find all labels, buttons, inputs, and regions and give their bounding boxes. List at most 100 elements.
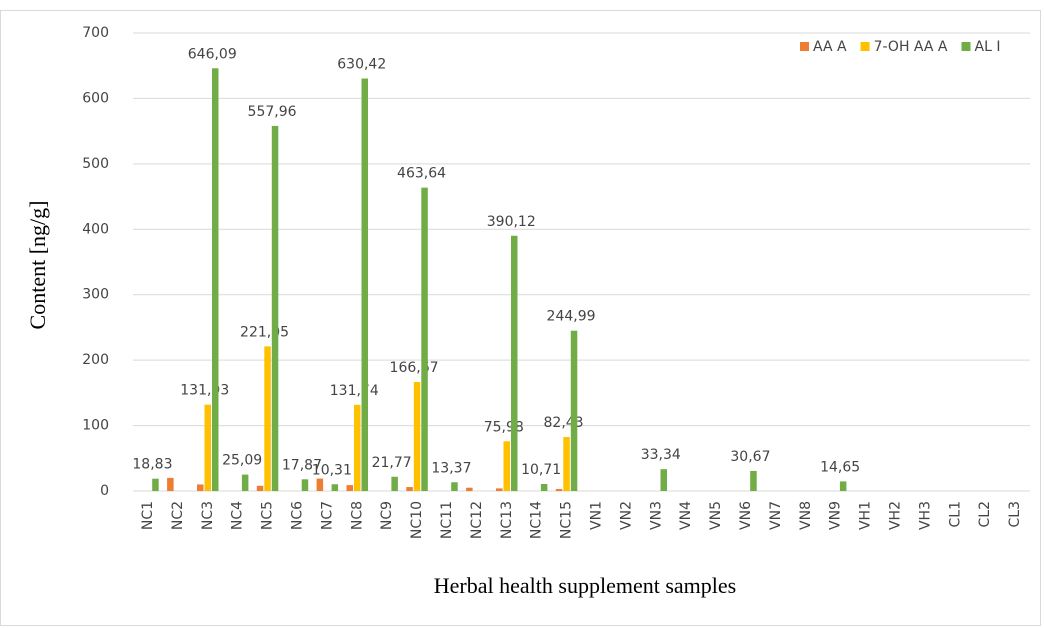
bar (421, 187, 428, 491)
y-axis-title: Content [ng/g] (25, 201, 50, 330)
y-tick-label: 500 (82, 156, 109, 172)
x-tick-label: NC1 (140, 501, 156, 530)
x-tick-label: NC15 (559, 501, 575, 539)
bar (503, 441, 510, 491)
bar (413, 381, 421, 491)
bar (540, 483, 548, 491)
data-label: 557,96 (248, 104, 297, 120)
data-label: 13,37 (431, 460, 471, 476)
bar (346, 485, 353, 491)
x-tick-label: NC8 (349, 501, 365, 530)
x-tick-label: NC11 (439, 501, 455, 539)
x-tick-label: VN4 (678, 501, 694, 530)
bar (496, 488, 503, 491)
data-label: 10,31 (312, 462, 352, 478)
data-label: 131,74 (330, 383, 379, 399)
x-tick-label: NC13 (499, 501, 515, 539)
data-label: 17,87 (282, 457, 322, 473)
x-axis-title: Herbal health supplement samples (434, 573, 736, 598)
bar (839, 481, 847, 491)
bar (660, 469, 667, 491)
bar (466, 487, 473, 491)
data-label: 10,71 (521, 462, 561, 478)
bar (563, 437, 570, 491)
data-label: 221,05 (240, 324, 289, 340)
x-tick-label: NC6 (289, 501, 305, 530)
legend-label: 7-OH AA A (874, 39, 948, 55)
x-tick-label: CL1 (947, 501, 963, 527)
x-tick-label: VN8 (798, 501, 814, 530)
data-label: 21,77 (372, 455, 412, 471)
bar (451, 482, 458, 491)
bar (354, 404, 361, 491)
bar (197, 484, 204, 491)
bar (212, 68, 219, 491)
bar (271, 125, 279, 491)
legend-swatch (800, 42, 809, 51)
x-tick-label: VH3 (917, 501, 933, 530)
x-tick-label: CL2 (977, 501, 993, 527)
x-tick-label: NC2 (170, 501, 186, 530)
bar (750, 470, 757, 491)
data-label: 33,34 (641, 447, 681, 463)
x-tick-label: NC3 (200, 501, 216, 530)
data-label: 131,93 (180, 383, 229, 399)
bar (241, 474, 249, 491)
x-tick-label: NC14 (529, 501, 545, 539)
legend-label: AA A (813, 39, 847, 55)
bar (301, 479, 309, 491)
y-tick-label: 300 (82, 287, 109, 303)
bar (391, 476, 398, 491)
x-tick-label: NC5 (260, 501, 276, 530)
data-label: 463,64 (397, 166, 446, 182)
bar (264, 346, 271, 491)
x-tick-label: VH1 (858, 501, 874, 530)
data-label: 30,67 (730, 449, 770, 465)
bar (570, 330, 578, 491)
x-tick-label: VN7 (768, 501, 784, 530)
x-tick-label: VN5 (708, 501, 724, 530)
x-tick-label: NC4 (230, 501, 246, 530)
bar (256, 485, 264, 491)
bar (406, 487, 413, 491)
bar (316, 478, 324, 491)
legend-swatch (860, 42, 870, 51)
y-tick-label: 700 (82, 25, 109, 41)
legend-swatch (961, 42, 971, 51)
x-tick-label: VN1 (588, 501, 604, 530)
data-label: 166,67 (390, 360, 439, 376)
bar (204, 404, 211, 491)
data-label: 390,12 (487, 214, 536, 230)
data-label: 244,99 (547, 309, 596, 325)
data-label: 18,83 (132, 457, 172, 473)
x-tick-label: VN6 (738, 501, 754, 530)
legend-label: AL I (975, 39, 1001, 55)
y-tick-label: 100 (82, 418, 109, 434)
data-label: 25,09 (222, 453, 262, 469)
x-tick-label: NC9 (379, 501, 395, 530)
x-tick-label: NC7 (319, 501, 335, 530)
y-tick-label: 0 (100, 483, 109, 499)
data-label: 630,42 (337, 57, 386, 73)
x-tick-label: CL3 (1007, 501, 1023, 527)
chart-frame (0, 10, 1041, 626)
x-tick-label: NC12 (469, 501, 485, 539)
data-label: 646,09 (188, 46, 237, 62)
y-tick-label: 600 (82, 90, 109, 106)
bar (361, 78, 368, 491)
bar (555, 489, 563, 491)
x-tick-label: NC10 (409, 501, 425, 539)
data-label: 82,43 (544, 415, 584, 431)
data-label: 14,65 (820, 459, 860, 475)
bar (152, 478, 159, 491)
bar (511, 235, 518, 491)
y-tick-label: 200 (82, 352, 109, 368)
data-label: 75,98 (484, 419, 524, 435)
x-tick-label: VH2 (887, 501, 903, 530)
bar (167, 477, 174, 491)
x-tick-label: VN2 (618, 501, 634, 530)
x-tick-label: VN9 (828, 501, 844, 530)
y-tick-label: 400 (82, 221, 109, 237)
x-tick-label: VN3 (648, 501, 664, 530)
